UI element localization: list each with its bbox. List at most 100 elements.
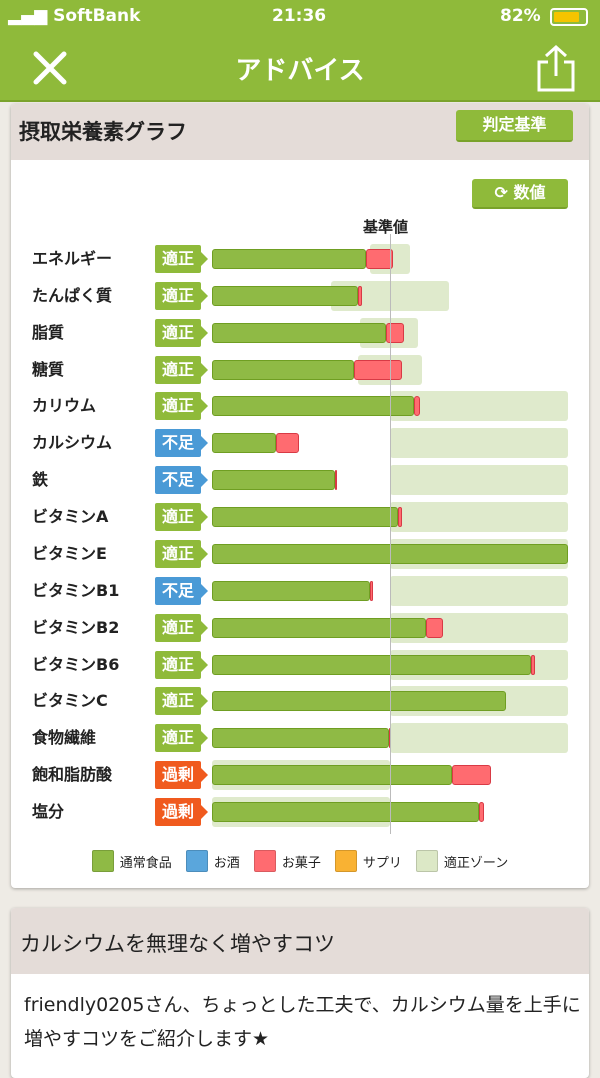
bar-normal-food (212, 728, 390, 749)
nutrient-label: カルシウム (32, 433, 113, 453)
card-header: カルシウムを無理なく増やすコツ (11, 908, 589, 974)
legend-item: 通常食品 (91, 850, 172, 872)
tip-title: カルシウムを無理なく増やすコツ (20, 932, 335, 956)
status-badge: 適正 (155, 355, 208, 384)
refresh-icon: ⟳ (494, 183, 514, 202)
bar-normal-food (212, 322, 387, 343)
legend-item: サプリ (334, 850, 402, 872)
status-badge: 適正 (155, 503, 208, 532)
toggle-values-button[interactable]: ⟳ 数値 (472, 179, 568, 209)
status-badge: 過剰 (155, 798, 208, 827)
ideal-zone (390, 428, 568, 459)
legend-label: サプリ (362, 855, 402, 871)
bar-normal-food (212, 691, 506, 712)
legend-swatch (334, 850, 357, 872)
nutrient-label: カリウム (32, 396, 97, 416)
baseline-label: 基準値 (363, 218, 409, 236)
bar-snacks (276, 433, 300, 454)
bar-normal-food (212, 802, 479, 823)
bar-normal-food (212, 470, 335, 491)
bar-snacks (452, 765, 492, 786)
nutrient-label: ビタミンB2 (32, 617, 120, 637)
bar-normal-food (212, 285, 358, 306)
bar-normal-food (212, 654, 531, 675)
nav-bar: アドバイス (0, 34, 600, 102)
bar-snacks (370, 580, 374, 601)
baseline-line (390, 234, 391, 834)
nutrient-chart: エネルギー 適正 たんぱく質 適正 脂質 適正 糖質 適正 カリウム 適正 カルシウム 不足鉄不足 ビタ… (11, 104, 589, 888)
legend-item: お酒 (185, 850, 240, 872)
bar-snacks (334, 470, 337, 491)
bar-normal-food (212, 765, 453, 786)
nutrient-label: 飽和脂肪酸 (32, 765, 113, 785)
status-badge: 不足 (155, 466, 208, 495)
status-badge: 適正 (155, 613, 208, 642)
nutrient-label: ビタミンB1 (32, 580, 120, 600)
share-icon[interactable] (534, 44, 578, 94)
tip-body: friendly0205さん、ちょっとした工夫で、カルシウム量を上手に増やすコツ… (24, 994, 581, 1050)
battery-percent: 82% (500, 6, 541, 26)
ideal-zone (390, 575, 568, 606)
status-badge: 適正 (155, 539, 208, 568)
bar-snacks (354, 359, 403, 380)
bar-normal-food (212, 359, 355, 380)
legend-label: お酒 (213, 855, 240, 871)
battery-icon (550, 8, 588, 26)
nutrient-label: 食物繊維 (32, 728, 97, 748)
status-badge: 適正 (155, 245, 208, 273)
status-badge: 適正 (155, 650, 208, 679)
nutrient-label: ビタミンA (32, 507, 109, 527)
ideal-zone (390, 465, 568, 496)
card-header: 摂取栄養素グラフ 判定基準 (11, 104, 589, 160)
status-badge: 過剰 (155, 761, 208, 790)
nutrient-label: たんぱく質 (32, 285, 113, 305)
bar-snacks (530, 654, 536, 675)
bar-normal-food (212, 580, 371, 601)
legend-item: 適正ゾーン (415, 850, 509, 872)
nutrient-label: 糖質 (32, 359, 65, 379)
nutrient-label: 塩分 (32, 802, 65, 822)
nutrient-label: 脂質 (32, 322, 65, 342)
status-badge: 適正 (155, 392, 208, 421)
ideal-zone (390, 502, 568, 533)
legend-swatch (185, 850, 208, 872)
clock: 21:36 (272, 6, 327, 26)
status-badge: 適正 (155, 281, 208, 310)
status-badge: 不足 (155, 429, 208, 458)
status-badge: 不足 (155, 576, 208, 605)
card-title: 摂取栄養素グラフ (19, 120, 187, 144)
nutrient-label: 鉄 (32, 470, 49, 490)
judge-criteria-button[interactable]: 判定基準 (456, 110, 573, 142)
status-badge: 適正 (155, 687, 208, 716)
legend-label: 適正ゾーン (443, 855, 509, 871)
status-bar: ▂▄▆ SoftBank 21:36 82% (0, 0, 600, 34)
bar-snacks (479, 802, 485, 823)
page-title: アドバイス (235, 56, 365, 86)
nutrient-label: ビタミンE (32, 543, 107, 563)
legend-swatch (253, 850, 276, 872)
nutrient-label: ビタミンB6 (32, 654, 120, 674)
legend-swatch (91, 850, 114, 872)
tip-card[interactable]: カルシウムを無理なく増やすコツ friendly0205さん、ちょっとした工夫で… (11, 908, 589, 1078)
status-badge: 適正 (155, 318, 208, 347)
legend-label: お菓子 (281, 855, 321, 871)
carrier: ▂▄▆ SoftBank (8, 6, 141, 26)
bar-snacks (425, 617, 444, 638)
legend-item: お菓子 (253, 850, 321, 872)
bar-snacks (365, 249, 394, 269)
chart-legend: 通常食品 お酒 お菓子 サプリ 適正ゾーン (11, 850, 589, 872)
bar-normal-food (212, 617, 426, 638)
bar-snacks (414, 396, 421, 417)
bar-snacks (357, 285, 362, 306)
ideal-zone (390, 723, 568, 754)
nutrient-graph-card: 摂取栄養素グラフ 判定基準 エネルギー 適正 たんぱく質 適正 脂質 適正 糖質 適正 カリウム… (11, 104, 589, 888)
status-badge: 適正 (155, 724, 208, 753)
bar-normal-food (212, 507, 398, 528)
close-icon[interactable] (30, 48, 70, 88)
bar-normal-food (212, 396, 415, 417)
nutrient-label: エネルギー (32, 249, 113, 268)
bar-normal-food (212, 249, 366, 269)
bar-normal-food (212, 433, 277, 454)
legend-swatch (415, 850, 438, 872)
nutrient-label: ビタミンC (32, 691, 108, 711)
